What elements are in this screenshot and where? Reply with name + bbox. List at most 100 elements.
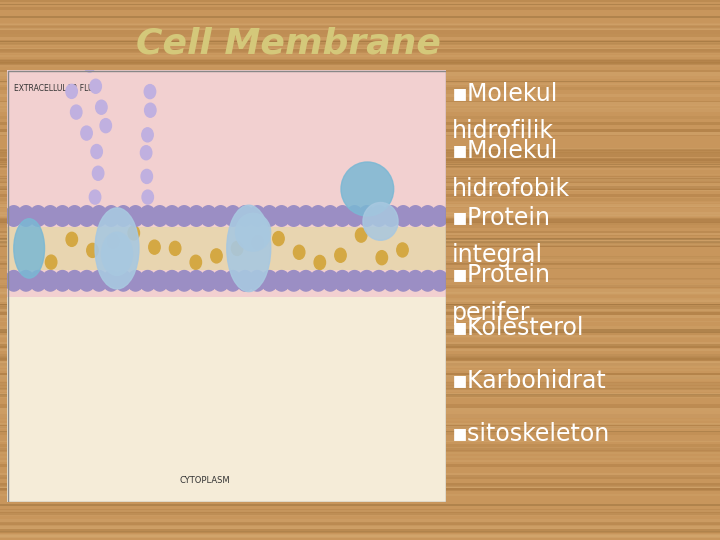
Circle shape <box>86 244 98 258</box>
Bar <box>0 306 720 310</box>
Bar <box>0 375 720 377</box>
Bar <box>0 260 720 263</box>
Bar <box>0 86 720 90</box>
Circle shape <box>334 271 351 291</box>
Circle shape <box>140 206 156 226</box>
Bar <box>0 158 720 161</box>
Circle shape <box>285 271 302 291</box>
Bar <box>0 332 720 335</box>
Circle shape <box>66 206 83 226</box>
Bar <box>0 512 720 515</box>
Bar <box>0 369 720 370</box>
Bar <box>0 510 720 512</box>
Text: CYTOPLASM: CYTOPLASM <box>179 476 230 485</box>
Bar <box>0 483 720 487</box>
Bar <box>0 241 720 242</box>
Circle shape <box>376 251 387 265</box>
Bar <box>0 278 720 280</box>
Bar <box>0 379 720 381</box>
Bar <box>0 246 720 247</box>
Bar <box>0 186 720 188</box>
Bar <box>0 336 720 338</box>
Circle shape <box>188 271 204 291</box>
Circle shape <box>359 206 375 226</box>
Bar <box>0 189 720 191</box>
Text: ▪Protein: ▪Protein <box>451 263 551 287</box>
Bar <box>0 204 720 207</box>
Circle shape <box>419 206 436 226</box>
Bar <box>0 488 720 490</box>
Bar <box>0 460 720 462</box>
Bar <box>0 212 720 215</box>
Bar <box>0 513 720 516</box>
Circle shape <box>273 271 290 291</box>
Bar <box>0 431 720 433</box>
Bar <box>0 244 720 246</box>
Bar <box>0 329 720 331</box>
Circle shape <box>383 206 400 226</box>
Circle shape <box>237 271 253 291</box>
Circle shape <box>252 235 264 249</box>
Bar <box>0 425 720 428</box>
Bar <box>0 184 720 186</box>
Circle shape <box>140 146 152 160</box>
Bar <box>0 30 720 33</box>
Bar <box>0 504 720 505</box>
Bar <box>0 315 720 319</box>
Circle shape <box>17 271 35 291</box>
Bar <box>0 48 720 49</box>
Text: ▪sitoskeleton: ▪sitoskeleton <box>451 422 610 447</box>
Bar <box>0 34 720 37</box>
Bar <box>0 132 720 134</box>
Bar <box>0 494 720 496</box>
Bar <box>0 263 720 265</box>
Bar <box>0 40 720 42</box>
Bar <box>0 395 720 397</box>
Bar <box>0 285 720 288</box>
Bar <box>0 305 720 307</box>
Bar <box>0 268 720 269</box>
Circle shape <box>273 232 284 246</box>
Circle shape <box>66 84 77 98</box>
Circle shape <box>151 206 168 226</box>
Bar <box>0 166 720 167</box>
Bar <box>0 256 720 258</box>
Circle shape <box>54 206 71 226</box>
Circle shape <box>200 271 217 291</box>
Bar <box>0 304 720 307</box>
Circle shape <box>151 271 168 291</box>
Bar <box>0 363 720 366</box>
Bar <box>0 239 720 242</box>
Bar <box>0 349 720 351</box>
Bar <box>0 129 720 132</box>
Bar <box>0 485 720 488</box>
Bar <box>0 535 720 537</box>
Bar <box>0 166 720 168</box>
Bar <box>0 383 720 385</box>
Circle shape <box>127 206 144 226</box>
Bar <box>0 208 720 212</box>
Bar <box>0 302 720 303</box>
Circle shape <box>169 241 181 255</box>
Circle shape <box>212 271 229 291</box>
Circle shape <box>128 226 140 240</box>
Text: EXTRACELLULAR FLUID: EXTRACELLULAR FLUID <box>14 84 102 93</box>
Bar <box>0 55 720 57</box>
Circle shape <box>107 234 119 248</box>
Bar <box>0 406 720 408</box>
Bar <box>0 219 720 222</box>
Circle shape <box>54 271 71 291</box>
Circle shape <box>30 271 47 291</box>
Bar <box>0 185 720 188</box>
Bar <box>0 62 720 64</box>
Text: perifer: perifer <box>451 301 530 325</box>
Bar <box>0 299 720 300</box>
Bar <box>0 312 720 315</box>
Circle shape <box>188 206 204 226</box>
Bar <box>0 364 720 368</box>
Bar <box>0 475 720 478</box>
Bar <box>0 52 720 55</box>
Bar <box>0 414 720 418</box>
Bar <box>0 28 720 30</box>
Bar <box>0 84 720 85</box>
